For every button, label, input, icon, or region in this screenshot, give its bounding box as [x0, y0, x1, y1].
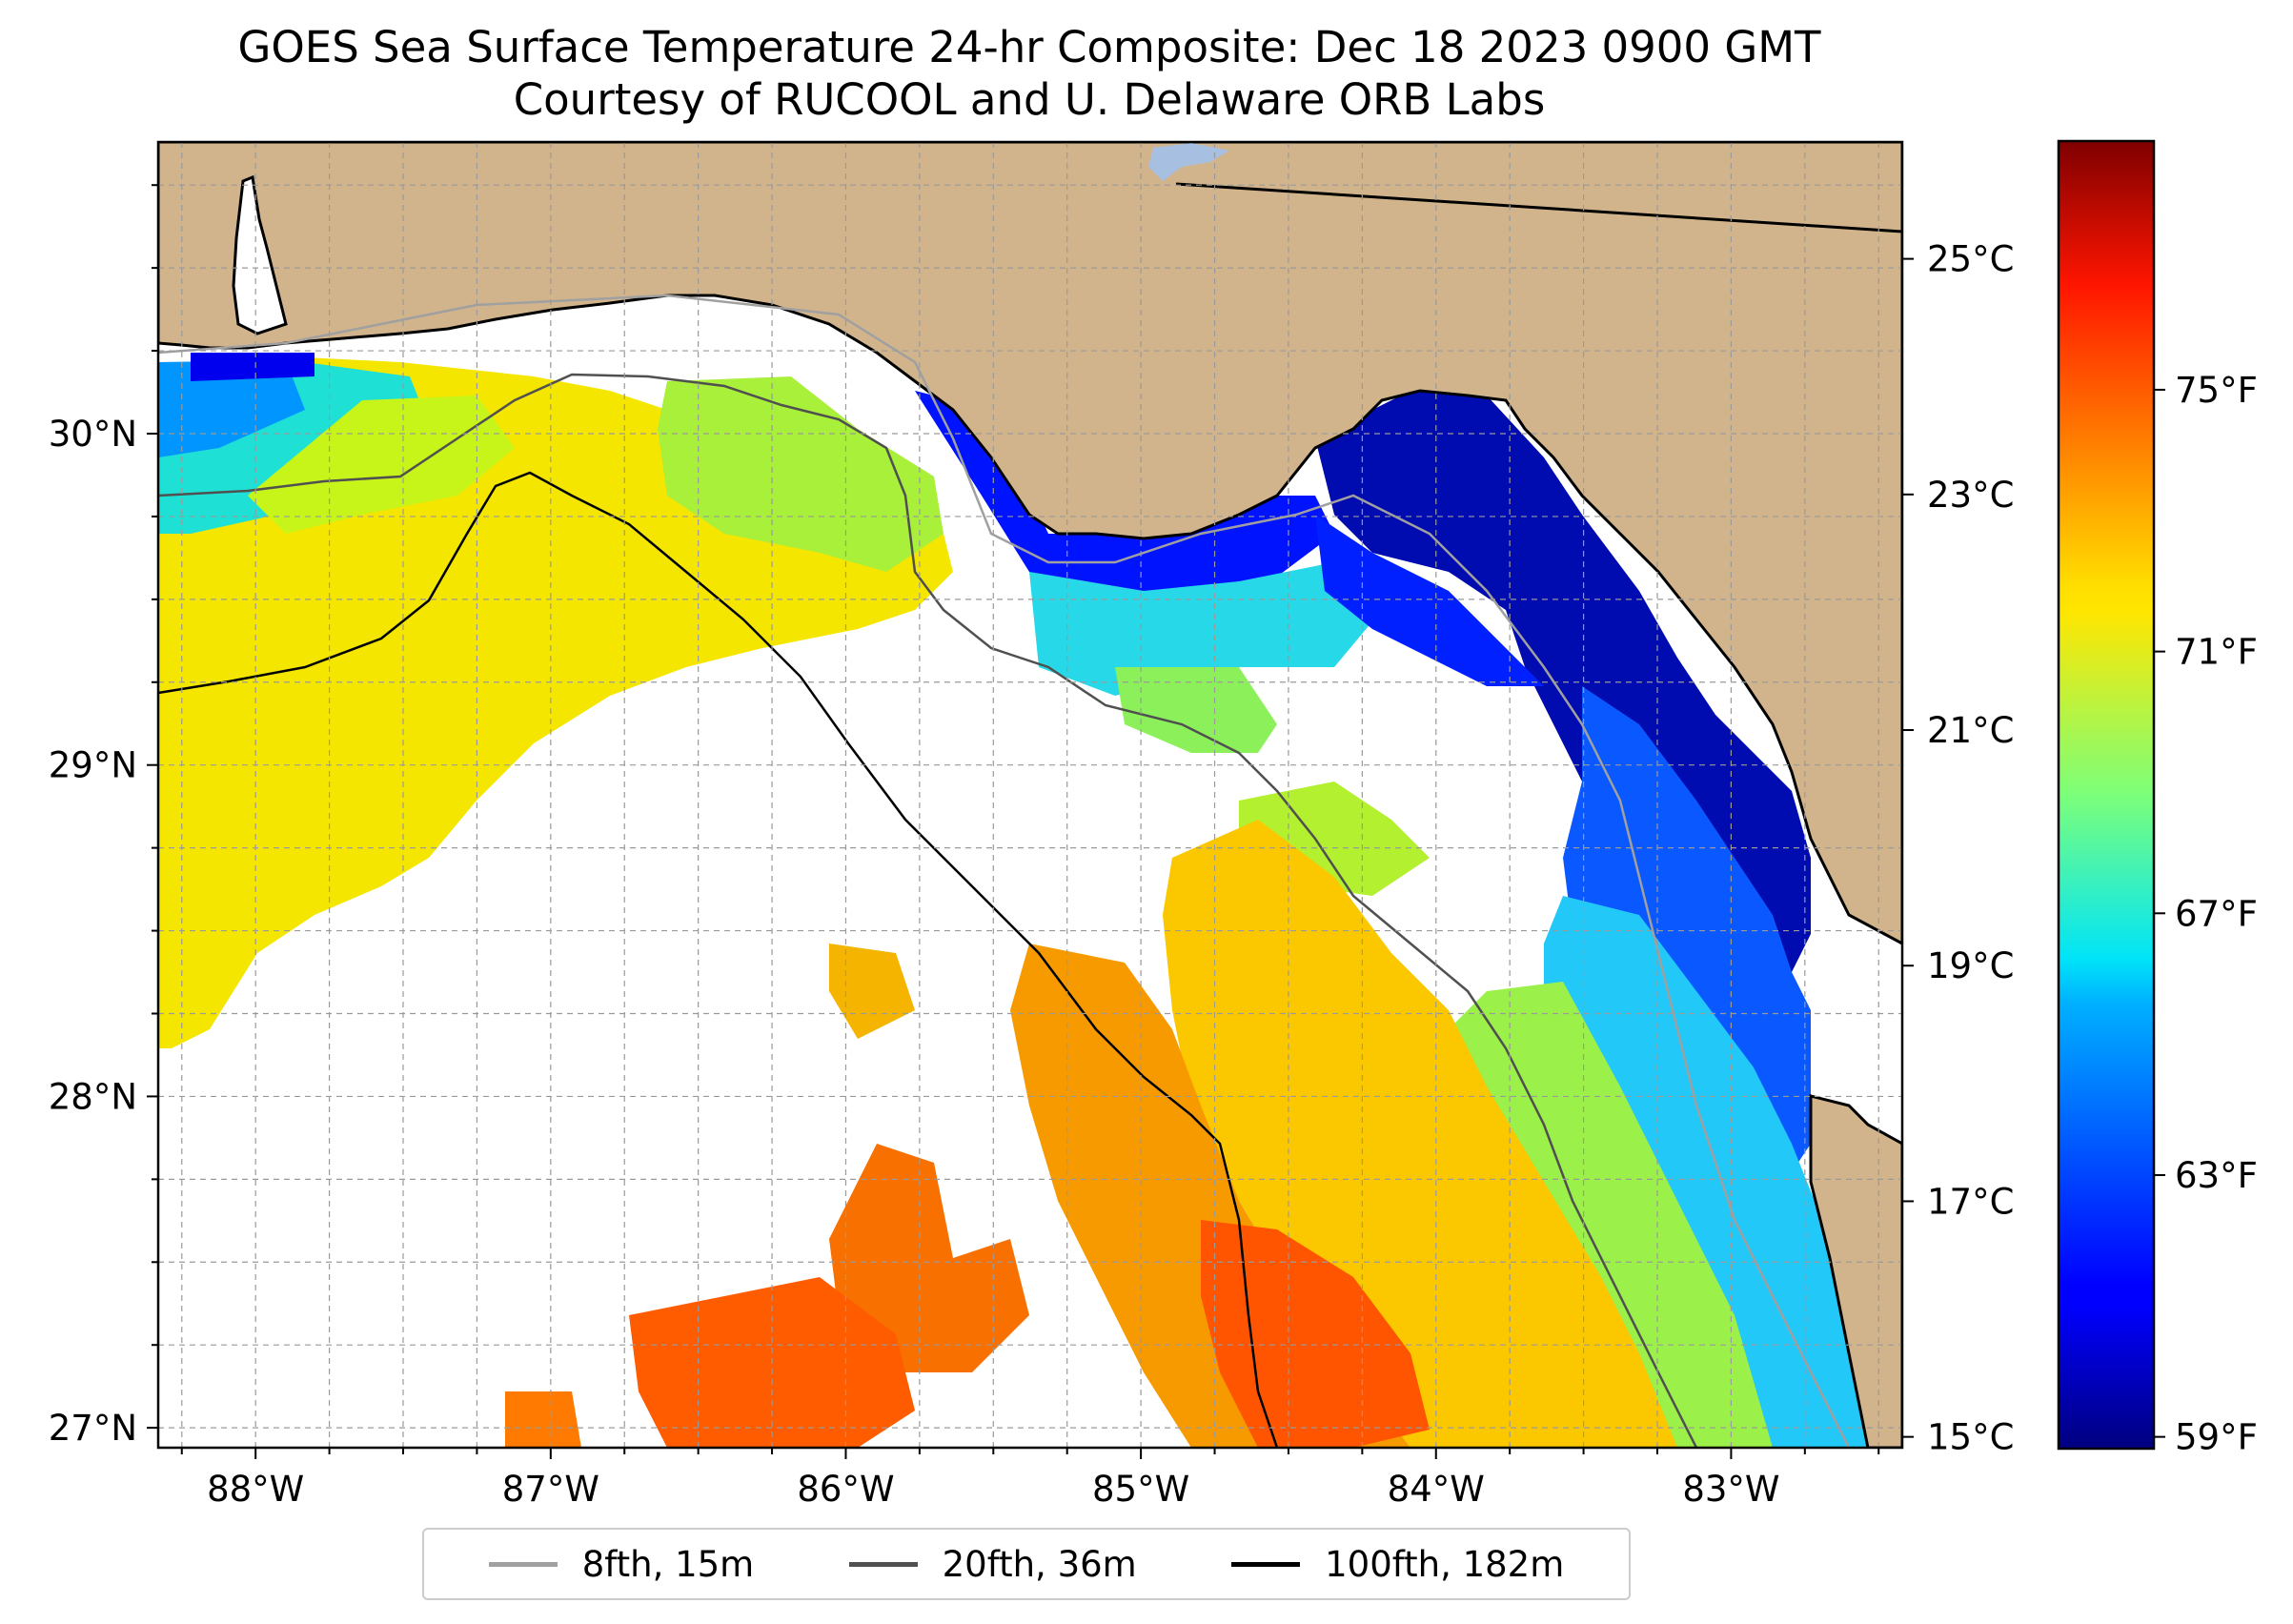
- sst-patch: [658, 376, 944, 572]
- sst-patch: [248, 396, 515, 534]
- lat-ticks: 30°N 29°N 28°N 27°N: [49, 414, 137, 1449]
- isobath-20fth: [158, 373, 1698, 1448]
- lon-tick-label: 87°W: [502, 1469, 599, 1510]
- sst-patch: [915, 391, 1334, 629]
- celsius-tick-label: 25°C: [1927, 239, 2014, 280]
- sst-patch: [505, 1391, 581, 1448]
- sst-patch: [1544, 896, 1902, 1448]
- lat-tick-label: 30°N: [49, 414, 137, 455]
- fahrenheit-tick-label: 71°F: [2175, 632, 2258, 673]
- isobath-legend: 8fth, 15m 20fth, 36m 100fth, 182m: [422, 1528, 1631, 1600]
- colorbar-gradient: [2057, 139, 2156, 1451]
- fahrenheit-tick-label: 63°F: [2175, 1155, 2258, 1196]
- mobile-bay: [232, 174, 288, 335]
- isobath-8fth: [158, 294, 1851, 1448]
- sst-patch: [829, 1144, 1029, 1372]
- legend-label: 100fth, 182m: [1325, 1543, 1565, 1585]
- celsius-tick-label: 17°C: [1927, 1181, 2014, 1222]
- lon-tick-label: 88°W: [207, 1469, 304, 1510]
- lat-tick-label: 29°N: [49, 745, 137, 786]
- colorbar: 25°C 23°C 21°C 19°C 17°C 15°C 75°F 71°F 67°F 63°…: [1902, 139, 2258, 1458]
- legend-label: 8fth, 15m: [581, 1543, 755, 1585]
- legend-item-8fth: 8fth, 15m: [488, 1543, 755, 1585]
- celsius-tick-label: 15°C: [1927, 1417, 2014, 1458]
- gridlines: [147, 142, 1902, 1459]
- isobath-100fth: [158, 471, 1279, 1448]
- legend-item-20fth: 20fth, 36m: [848, 1543, 1137, 1585]
- celsius-tick-label: 21°C: [1927, 710, 2014, 751]
- legend-swatch: [1231, 1561, 1301, 1567]
- lon-tick-label: 84°W: [1388, 1469, 1485, 1510]
- fahrenheit-tick-label: 75°F: [2175, 370, 2258, 411]
- sst-patch: [829, 944, 915, 1039]
- colorbar-fahrenheit-ticks: 75°F 71°F 67°F 63°F 59°F: [2154, 370, 2258, 1458]
- lon-tick-label: 83°W: [1682, 1469, 1779, 1510]
- lon-tick-label: 86°W: [797, 1469, 894, 1510]
- legend-label: 20fth, 36m: [942, 1543, 1137, 1585]
- sst-patch: [1029, 562, 1382, 696]
- map-frame: [156, 140, 1904, 1450]
- legend-swatch: [488, 1561, 558, 1567]
- sst-patch: [1163, 820, 1677, 1448]
- lat-tick-label: 27°N: [49, 1408, 137, 1449]
- celsius-tick-label: 23°C: [1927, 475, 2014, 516]
- land-mass: [158, 142, 1902, 945]
- chart-title: GOES Sea Surface Temperature 24-hr Compo…: [237, 22, 1821, 72]
- celsius-tick-label: 19°C: [1927, 945, 2014, 986]
- legend-swatch: [848, 1561, 918, 1567]
- sst-patch: [1115, 667, 1277, 753]
- fahrenheit-tick-label: 67°F: [2175, 893, 2258, 934]
- lake: [1148, 143, 1229, 181]
- colorbar-celsius-ticks: 25°C 23°C 21°C 19°C 17°C 15°C: [1902, 239, 2014, 1458]
- sst-patch: [191, 353, 315, 381]
- chart-subtitle: Courtesy of RUCOOL and U. Delaware ORB L…: [513, 74, 1546, 125]
- lat-tick-label: 28°N: [49, 1076, 137, 1117]
- lon-tick-label: 85°W: [1092, 1469, 1189, 1510]
- map-panel: 88°W 87°W 86°W 85°W 84°W 83°W 30°N 29°N 28°N 27°…: [49, 140, 1904, 1510]
- sst-patch: [1315, 515, 1544, 686]
- florida-peninsula: [1809, 1094, 1902, 1448]
- sst-data-layer: [158, 200, 1902, 1448]
- lon-ticks: 88°W 87°W 86°W 85°W 84°W 83°W: [207, 1469, 1779, 1510]
- legend-item-100fth: 100fth, 182m: [1231, 1544, 1564, 1585]
- state-border: [1175, 182, 1902, 233]
- fahrenheit-tick-label: 59°F: [2175, 1417, 2258, 1458]
